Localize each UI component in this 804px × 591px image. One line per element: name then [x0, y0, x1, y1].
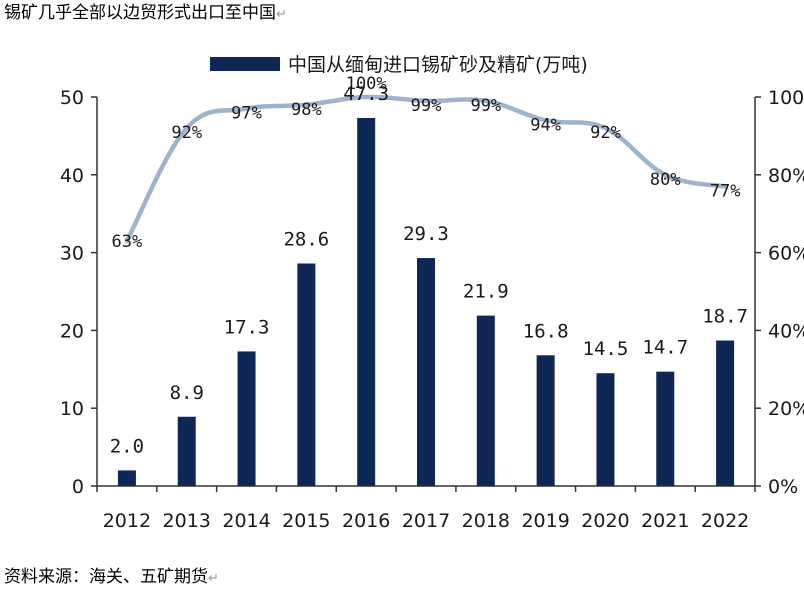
x-tick-label: 2019 [521, 510, 569, 532]
line-value-label: 98% [291, 100, 322, 120]
x-tick-label: 2020 [581, 510, 629, 532]
bar-value-label: 14.7 [642, 337, 688, 359]
line-point [186, 127, 188, 129]
x-tick-label: 2016 [342, 510, 390, 532]
return-mark: ↵ [208, 571, 219, 586]
line-value-label: 94% [530, 115, 561, 135]
line-value-label: 77% [710, 181, 741, 201]
line-value-label: 99% [470, 96, 501, 116]
bar [656, 371, 675, 486]
bar [237, 351, 256, 486]
bar-value-label: 17.3 [224, 316, 270, 338]
bar-value-label: 8.9 [170, 382, 204, 404]
line-value-label: 99% [411, 96, 442, 116]
bar-value-label: 14.5 [583, 338, 629, 360]
bar-value-label: 21.9 [463, 281, 509, 303]
bar [716, 340, 735, 486]
line-value-label: 63% [112, 232, 143, 252]
right-tick-label: 80% [768, 165, 804, 187]
right-tick-label: 60% [768, 243, 804, 265]
x-tick-label: 2013 [163, 510, 211, 532]
share-line [124, 94, 728, 244]
left-tick-label: 10 [60, 398, 84, 420]
bar [357, 118, 376, 487]
bar [596, 373, 615, 486]
line-point [485, 100, 487, 102]
left-tick-label: 50 [60, 87, 84, 109]
bar-value-label: 18.7 [702, 306, 748, 328]
x-tick-label: 2022 [701, 510, 749, 532]
bar [417, 258, 435, 486]
bar [297, 263, 316, 486]
right-tick-label: 0% [768, 476, 798, 498]
line-value-label: 97% [231, 104, 262, 124]
data-labels: 2.0 8.9 17.3 28.6 47.3 29.3 21.9 16.8 14.5 14.7 18… [110, 74, 748, 457]
line-point [305, 104, 307, 106]
bar [536, 355, 555, 486]
bar-value-label: 28.6 [283, 228, 329, 250]
line-point [246, 108, 248, 110]
left-tick-label: 20 [60, 320, 84, 342]
line-point [126, 240, 128, 242]
source-note: 资料来源：海关、五矿期货↵ [4, 567, 219, 587]
x-tick-label: 2014 [222, 510, 270, 532]
line-point [425, 100, 427, 102]
x-tick-label: 2012 [103, 510, 151, 532]
line-point [724, 185, 726, 187]
x-tick-label: 2018 [462, 510, 510, 532]
line-value-label: 92% [590, 123, 621, 143]
right-tick-label: 40% [768, 320, 804, 342]
line-point [365, 96, 367, 98]
x-tick-label: 2017 [402, 510, 450, 532]
bar-series [117, 118, 735, 487]
x-tick-label: 2021 [641, 510, 689, 532]
bar-value-label: 29.3 [403, 223, 449, 245]
left-tick-label: 40 [60, 165, 84, 187]
bar [476, 315, 495, 486]
bar [117, 470, 136, 486]
line-point [664, 174, 666, 176]
left-tick-label: 0 [72, 476, 84, 498]
legend: 中国从缅甸进口锡矿砂及精矿(万吨) [210, 54, 588, 76]
left-tick-label: 30 [60, 243, 84, 265]
line-point [604, 127, 606, 129]
line-point [545, 119, 547, 121]
bar [177, 416, 196, 486]
right-tick-label: 20% [768, 398, 804, 420]
x-tick-label: 2015 [282, 510, 330, 532]
line-value-label: 92% [171, 123, 202, 143]
legend-label: 中国从缅甸进口锡矿砂及精矿(万吨) [288, 54, 588, 76]
right-tick-label: 100% [768, 87, 804, 109]
bar-value-label: 2.0 [110, 435, 144, 457]
line-series [124, 94, 728, 244]
legend-swatch [210, 57, 280, 71]
return-mark: ↵ [276, 7, 287, 22]
bar-value-label: 16.8 [523, 320, 569, 342]
line-value-label: 100% [346, 74, 387, 94]
document-title: 锡矿几乎全部以边贸形式出口至中国↵ [4, 3, 287, 23]
line-value-label: 80% [650, 170, 681, 190]
bar-value-label: 47.3 [343, 83, 389, 105]
